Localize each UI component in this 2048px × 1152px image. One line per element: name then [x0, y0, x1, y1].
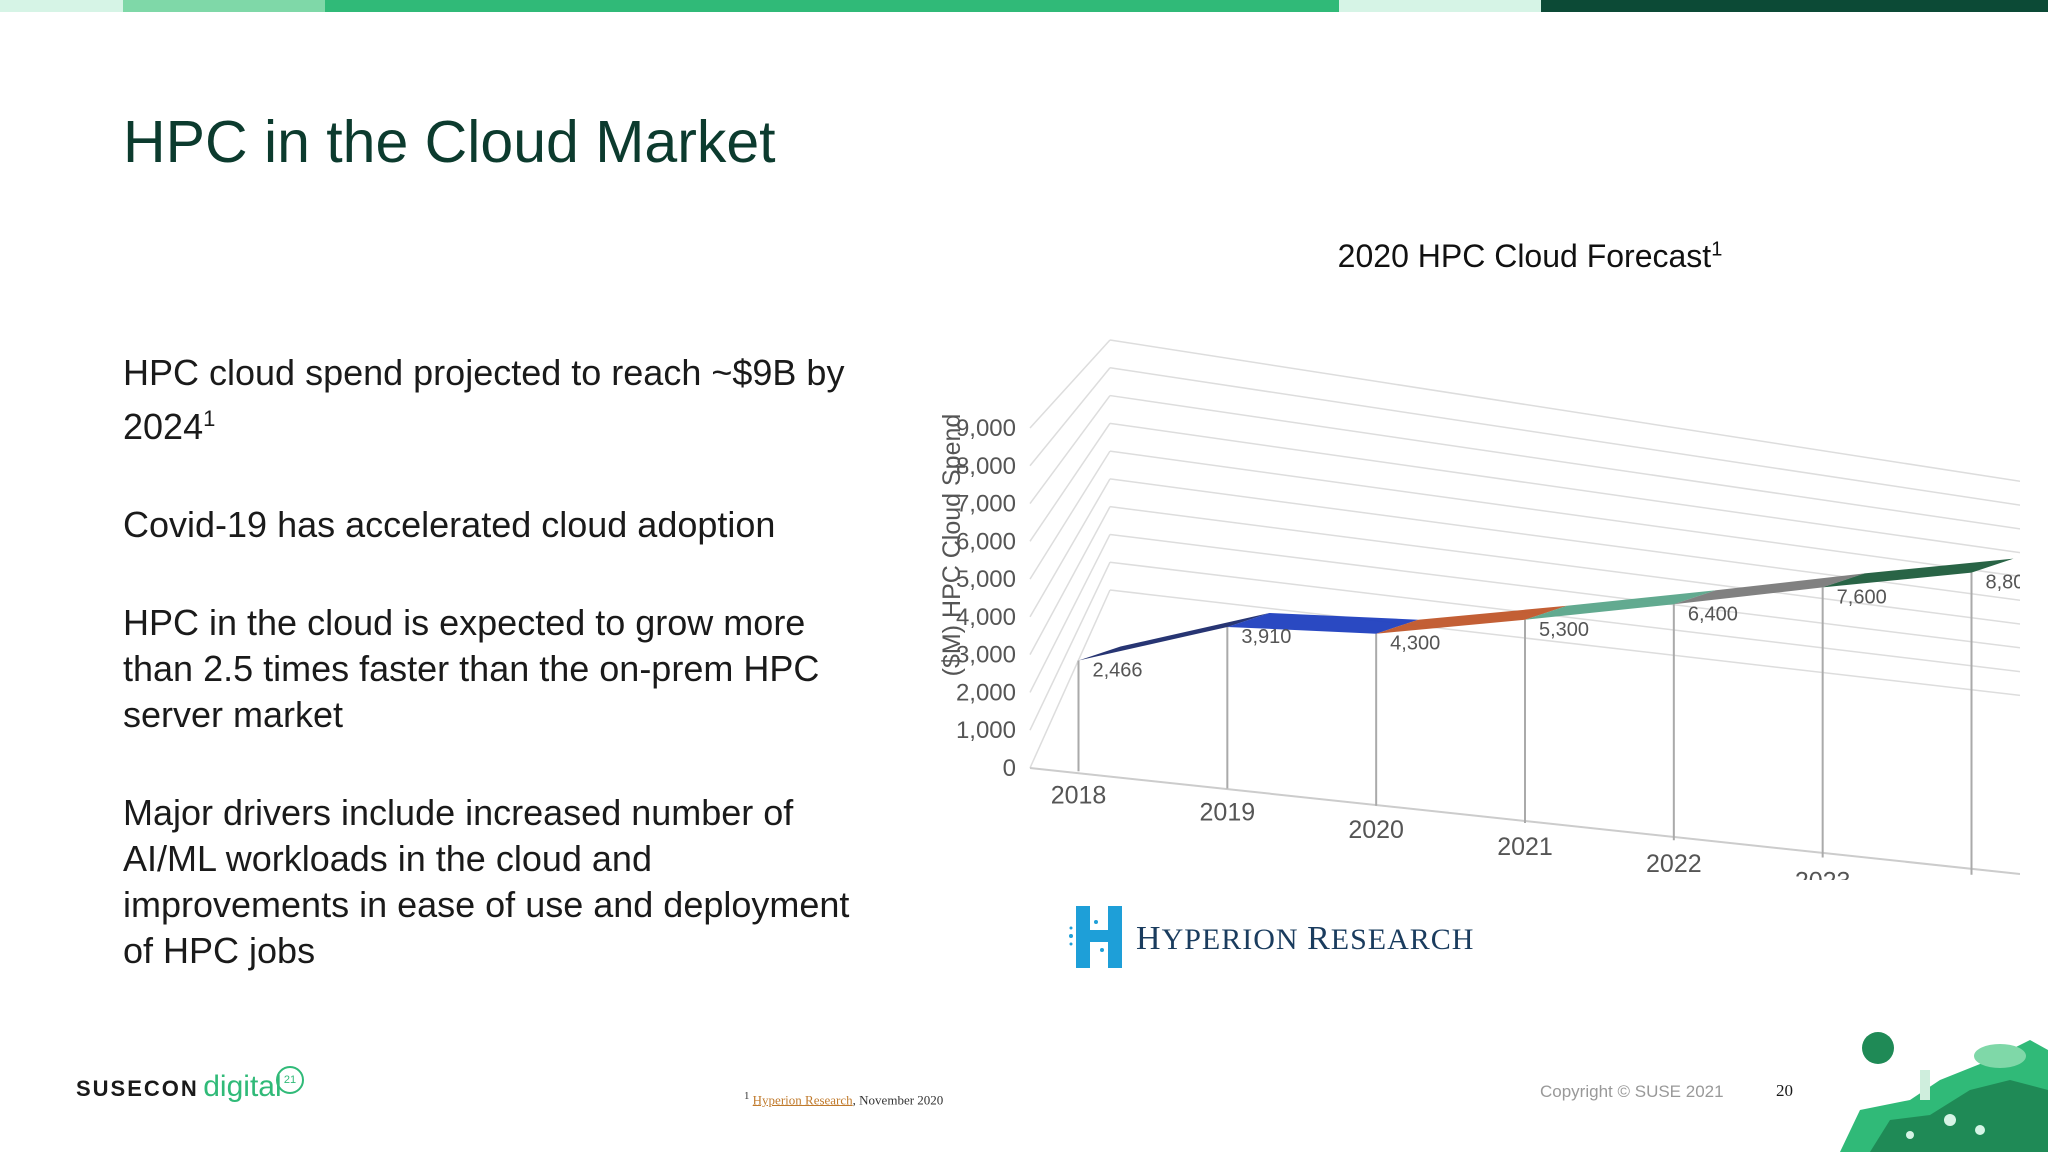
chart-ribbon	[1078, 558, 2014, 661]
gridline	[1109, 422, 2020, 554]
y-tick-label: 3,000	[956, 642, 1016, 669]
y-tick-label: 4,000	[956, 604, 1016, 631]
accent-segment	[325, 0, 1339, 12]
data-label: 6,400	[1688, 603, 1738, 625]
bullet-item: HPC in the cloud is expected to grow mor…	[123, 600, 883, 738]
wordmark-letter: R	[1307, 920, 1331, 957]
gridline-depth	[1029, 367, 1111, 467]
gridline	[1109, 561, 2020, 673]
gridline	[1109, 339, 2020, 483]
page-number: 20	[1776, 1081, 1793, 1100]
ribbon-segment	[1525, 590, 1716, 620]
x-axis-ticks: 2018201920202021202220232024	[1051, 781, 1851, 880]
gridline	[1109, 450, 2020, 578]
y-tick-label: 6,000	[956, 528, 1016, 555]
gridline	[1109, 589, 2020, 697]
ribbon-segment	[1822, 558, 2014, 588]
ribbon-segment	[1376, 605, 1567, 634]
gridline	[1109, 533, 2020, 649]
x-tick-label: 2018	[1051, 781, 1107, 809]
data-label: 7,600	[1837, 586, 1887, 608]
gridline-depth	[1029, 506, 1111, 656]
bullet-text: Covid-19 has accelerated cloud adoption	[123, 504, 776, 545]
footnote-marker: 1	[744, 1090, 750, 1102]
gridline	[1109, 367, 2020, 506]
x-tick-label: 2019	[1200, 799, 1256, 827]
brand-suse: SUSECON	[76, 1076, 199, 1101]
gridline-depth	[1029, 589, 1111, 769]
gridline-depth	[1029, 534, 1111, 693]
ribbon-segment	[1227, 612, 1419, 634]
x-tick-label: 2023	[1795, 867, 1851, 880]
data-label: 3,910	[1241, 626, 1291, 648]
y-tick-label: 0	[1003, 755, 1016, 782]
gridline	[1109, 505, 2020, 625]
wordmark-part: YPERION	[1161, 923, 1308, 956]
hyperion-wordmark: HYPERION RESEARCH	[1136, 920, 1474, 958]
ribbon-segment	[1078, 612, 1270, 661]
chart-title-text: 2020 HPC Cloud Forecast	[1337, 238, 1712, 274]
bullet-text: HPC cloud spend projected to reach ~$9B …	[123, 352, 845, 447]
footnote-marker: 1	[1711, 238, 1723, 261]
data-label: 8,800	[1986, 572, 2021, 594]
slide-title: HPC in the Cloud Market	[123, 109, 776, 175]
forecast-chart: 0 1,000 2,000 3,000 4,000 5,000 6,000 7,000 8,00…	[938, 339, 2021, 880]
hyperion-logo-icon	[1069, 906, 1122, 968]
x-tick-label: 2020	[1348, 816, 1404, 844]
gridline-depth	[1029, 561, 1111, 731]
y-tick-label: 8,000	[956, 453, 1016, 480]
x-tick-label: 2021	[1497, 833, 1553, 861]
bullet-item: HPC cloud spend projected to reach ~$9B …	[123, 350, 883, 450]
chart-grid	[1029, 339, 2020, 875]
y-axis-label: ($M) HPC Cloud Spend	[938, 414, 966, 677]
y-tick-label: 7,000	[956, 491, 1016, 518]
chart-drop-lines	[1077, 572, 1973, 875]
susecon-logo: SUSECON digital 21	[76, 1066, 304, 1104]
accent-segment	[0, 0, 123, 12]
copyright-text: Copyright © SUSE 2021	[1540, 1082, 1724, 1101]
gridline-depth	[1029, 450, 1111, 580]
gridline	[1109, 478, 2020, 601]
bullet-item: Major drivers include increased number o…	[123, 790, 883, 974]
gridline	[1109, 394, 2020, 530]
y-tick-label: 9,000	[956, 415, 1016, 442]
y-tick-label: 2,000	[956, 679, 1016, 706]
footnote: 1 Hyperion Research, November 2020	[744, 1090, 943, 1108]
y-tick-label: 5,000	[956, 566, 1016, 593]
wordmark-part: ESEARCH	[1330, 923, 1475, 956]
data-label: 2,466	[1093, 660, 1143, 682]
bullet-text: HPC in the cloud is expected to grow mor…	[123, 602, 820, 735]
x-tick-label: 2022	[1646, 850, 1702, 878]
brand-badge: 21	[276, 1066, 304, 1094]
bullet-text: Major drivers include increased number o…	[123, 792, 850, 971]
accent-segment	[123, 0, 325, 12]
data-label: 5,300	[1539, 619, 1589, 641]
bullet-item: Covid-19 has accelerated cloud adoption	[123, 502, 883, 548]
gridline-depth	[1029, 395, 1111, 505]
gridline-depth	[1029, 478, 1111, 618]
chart-title: 2020 HPC Cloud Forecast1	[1280, 238, 1780, 275]
wordmark-letter: H	[1136, 920, 1162, 957]
y-tick-label: 1,000	[956, 717, 1016, 744]
hyperion-research-link[interactable]: Hyperion Research	[752, 1092, 853, 1108]
gridline-depth	[1029, 339, 1111, 429]
data-labels: 2,466 3,910 4,300 5,300 6,400 7,600 8,800	[1093, 572, 2021, 682]
top-accent-bar	[0, 0, 2048, 12]
y-axis-ticks: 0 1,000 2,000 3,000 4,000 5,000 6,000 7,000 8,00…	[956, 415, 1016, 782]
accent-segment	[1541, 0, 2048, 12]
ribbon-segment	[1673, 573, 1865, 605]
decorative-illustration	[1840, 1032, 2048, 1152]
gridline-depth	[1029, 422, 1111, 542]
brand-digital: digital	[203, 1070, 282, 1103]
footnote-date: , November 2020	[852, 1092, 944, 1108]
bullet-list: HPC cloud spend projected to reach ~$9B …	[123, 350, 883, 1026]
data-label: 4,300	[1390, 633, 1440, 655]
accent-segment	[1339, 0, 1541, 12]
footnote-marker: 1	[203, 406, 216, 431]
